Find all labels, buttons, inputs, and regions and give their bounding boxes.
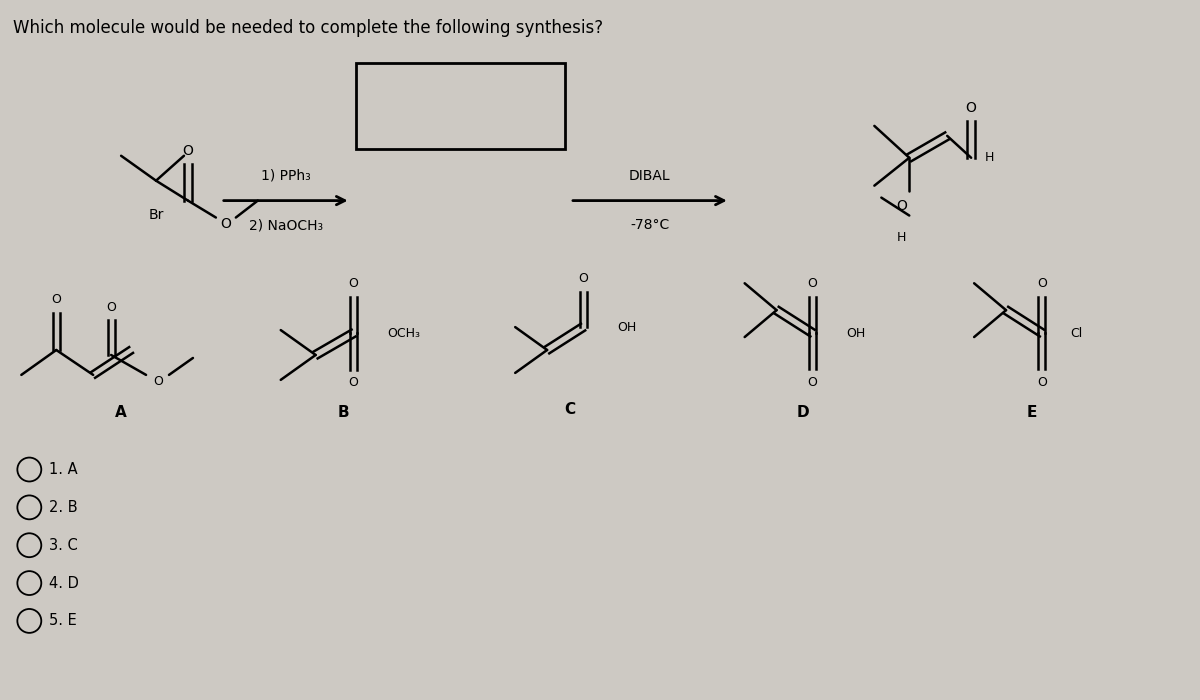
- Text: 5. E: 5. E: [49, 613, 77, 629]
- Text: Br: Br: [149, 208, 163, 222]
- Text: O: O: [221, 216, 232, 230]
- Text: -78°C: -78°C: [630, 218, 670, 232]
- Text: O: O: [1037, 377, 1046, 389]
- Text: Which molecule would be needed to complete the following synthesis?: Which molecule would be needed to comple…: [13, 20, 604, 37]
- Text: O: O: [106, 301, 116, 314]
- Text: OH: OH: [846, 327, 865, 340]
- Text: 4. D: 4. D: [49, 575, 79, 591]
- Text: DIBAL: DIBAL: [629, 169, 671, 183]
- Text: H: H: [896, 231, 906, 244]
- Text: D: D: [797, 405, 809, 420]
- Text: O: O: [52, 293, 61, 306]
- Text: O: O: [808, 276, 817, 290]
- Text: 1. A: 1. A: [49, 462, 78, 477]
- Text: O: O: [578, 272, 588, 285]
- Text: C: C: [564, 402, 576, 417]
- Text: O: O: [1037, 276, 1046, 290]
- Text: O: O: [154, 375, 163, 389]
- Text: O: O: [349, 276, 359, 290]
- Bar: [355, 63, 565, 149]
- Text: 1) PPh₃: 1) PPh₃: [260, 169, 311, 183]
- Text: O: O: [896, 199, 907, 213]
- Text: E: E: [1027, 405, 1037, 420]
- Text: O: O: [182, 144, 193, 158]
- Text: Cl: Cl: [1070, 327, 1082, 340]
- Text: OH: OH: [617, 321, 636, 334]
- Text: OCH₃: OCH₃: [388, 327, 420, 340]
- Text: O: O: [349, 377, 359, 389]
- Text: H: H: [984, 151, 994, 164]
- Text: O: O: [808, 377, 817, 389]
- Text: 2. B: 2. B: [49, 500, 78, 515]
- Text: A: A: [115, 405, 127, 420]
- Text: 2) NaOCH₃: 2) NaOCH₃: [248, 218, 323, 232]
- Text: O: O: [966, 101, 977, 115]
- Text: 3. C: 3. C: [49, 538, 78, 553]
- Text: B: B: [337, 405, 349, 420]
